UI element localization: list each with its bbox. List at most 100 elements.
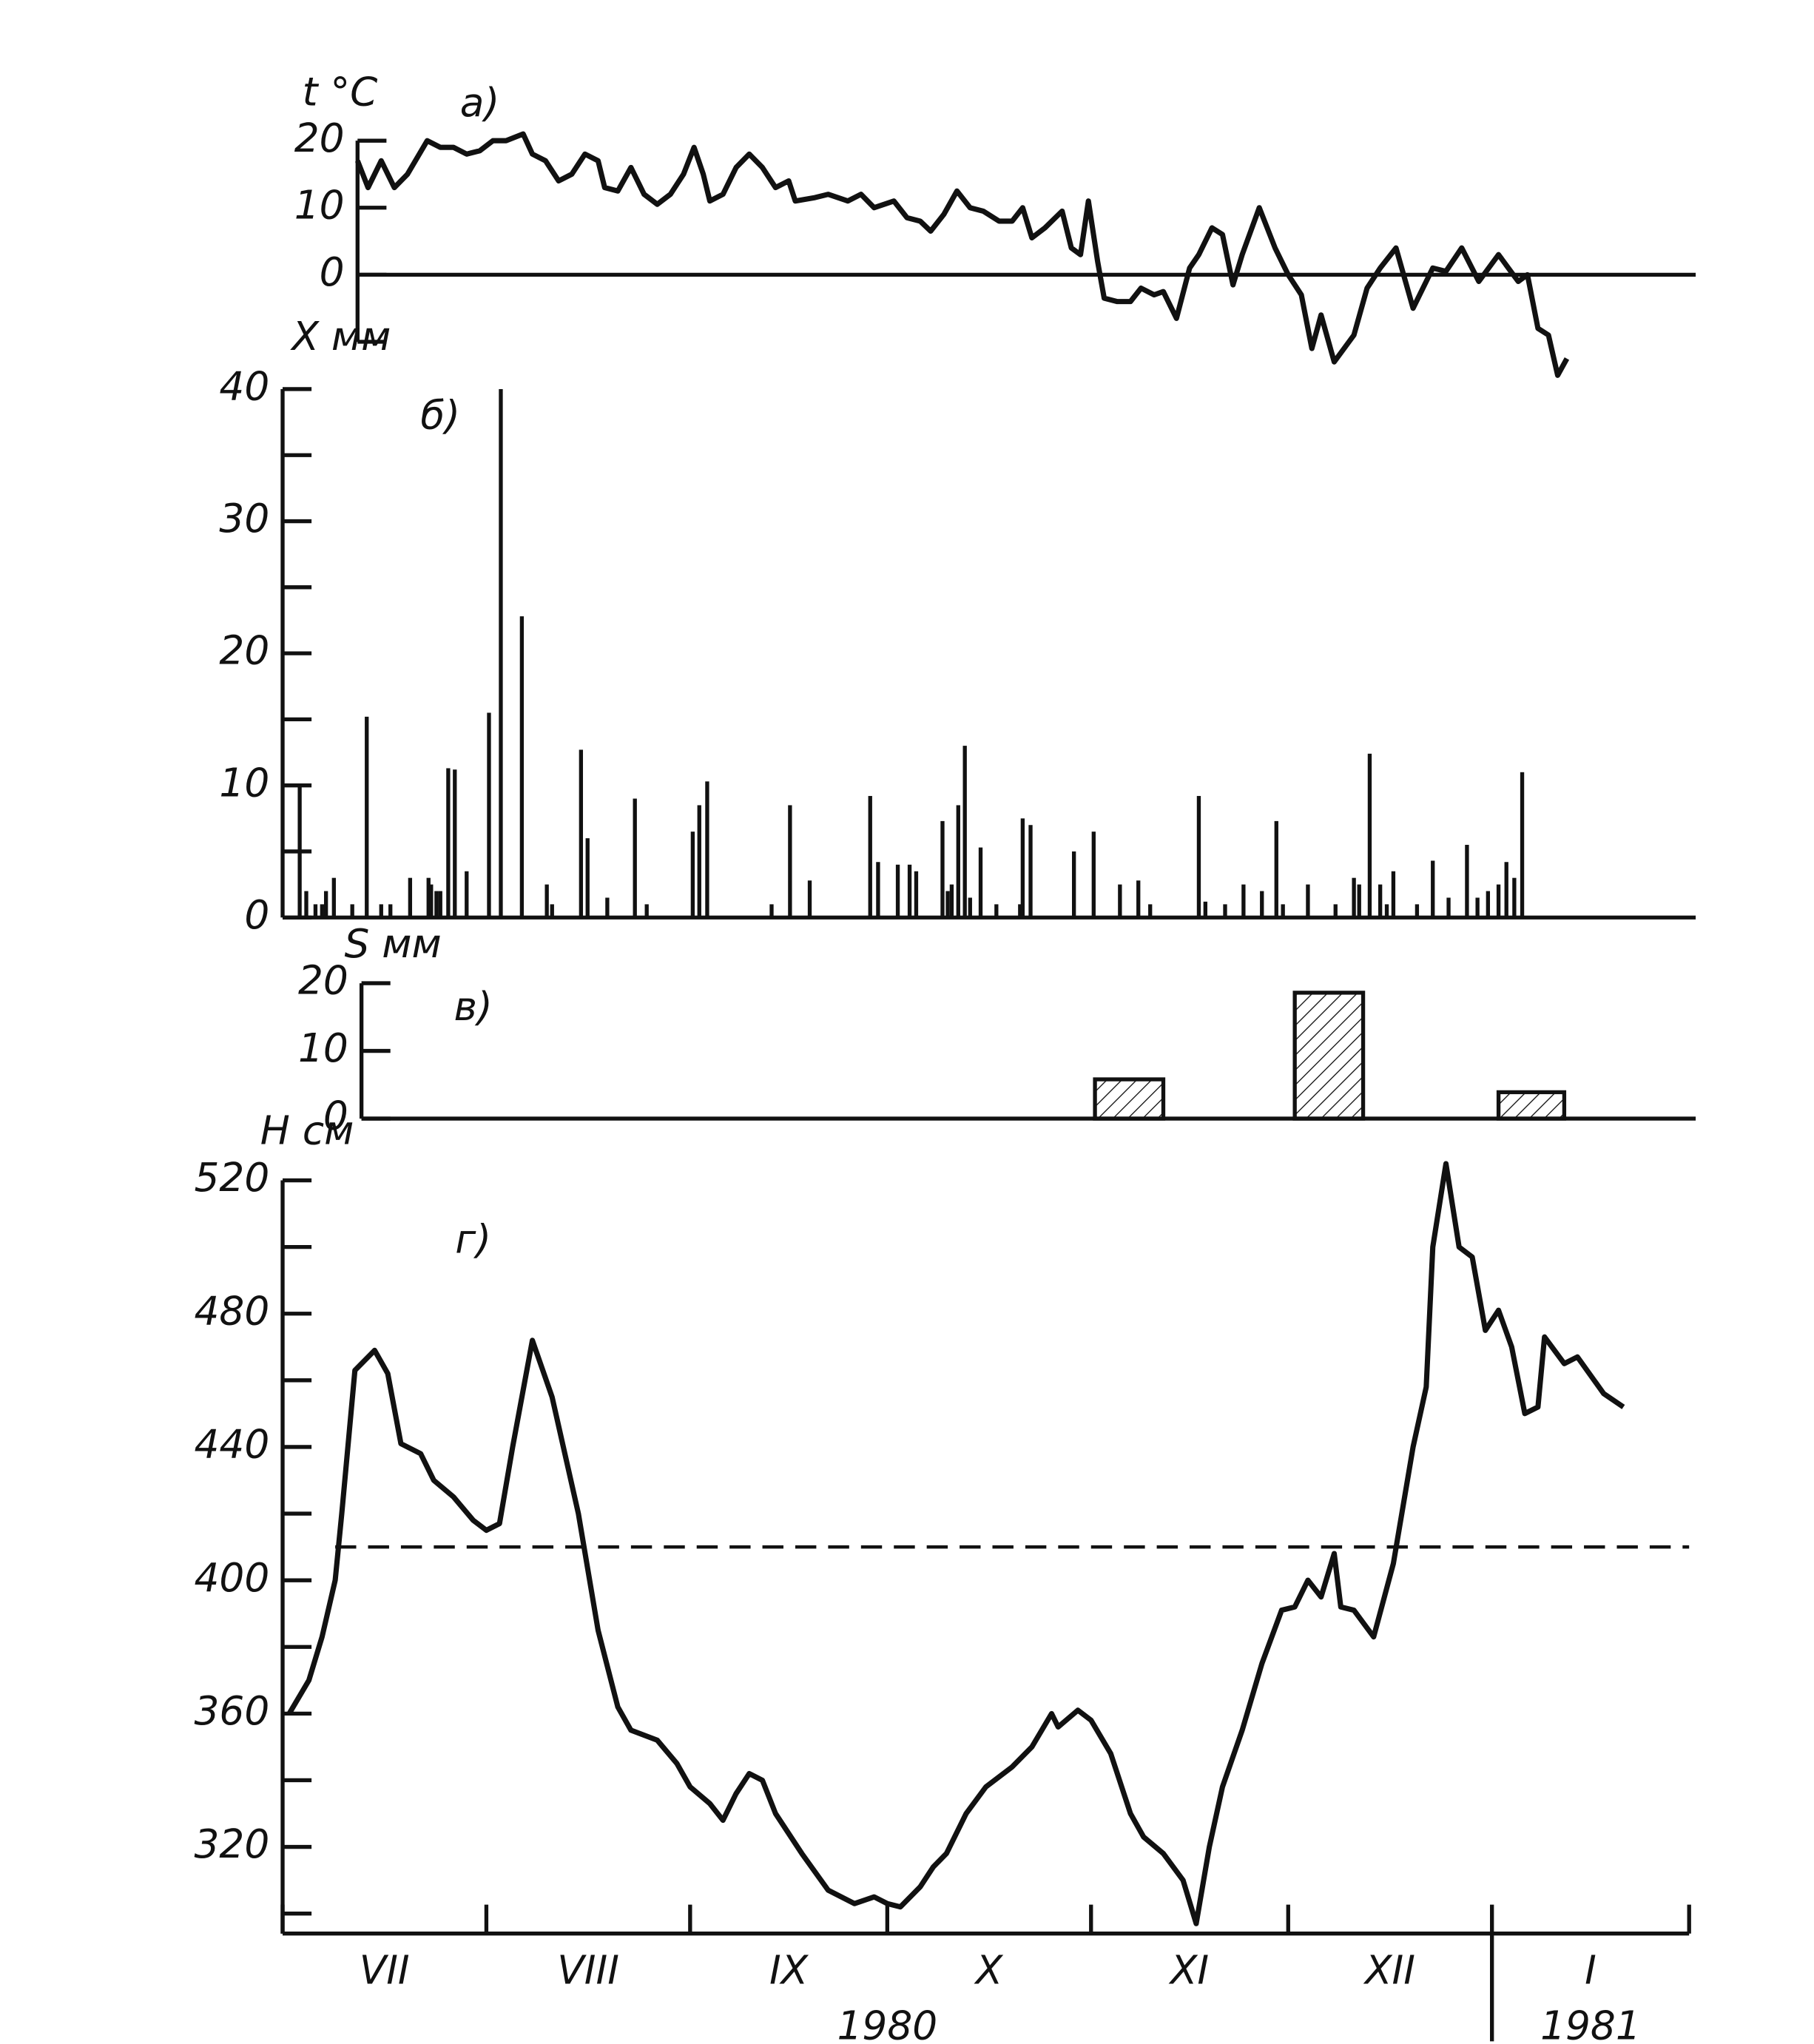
bar: [1367, 753, 1372, 918]
bar: [1486, 891, 1491, 918]
bar: [1306, 884, 1310, 918]
bar: [1333, 904, 1338, 918]
bar: [1475, 897, 1480, 918]
y-tick-label: 10: [298, 1025, 348, 1071]
y-tick-label: 10: [294, 182, 345, 228]
bar: [544, 884, 549, 918]
bar: [585, 838, 590, 918]
y-tick-label: 320: [195, 1821, 270, 1867]
bar: [1281, 904, 1285, 918]
bar: [895, 864, 900, 918]
bar: [438, 891, 442, 918]
bar: [978, 847, 983, 918]
bar: [1091, 832, 1096, 918]
bar: [446, 768, 451, 918]
bar: [1465, 845, 1469, 918]
y-tick-label: 440: [195, 1422, 270, 1468]
bar: [769, 904, 774, 918]
y-tick-label: 400: [195, 1555, 270, 1601]
bar: [1512, 877, 1517, 918]
bar: [1431, 860, 1435, 918]
y-tick-label: 30: [219, 496, 269, 542]
data-line: [354, 131, 1570, 378]
bar: [705, 781, 709, 918]
bar: [644, 904, 649, 918]
x-tick-label: I: [1585, 1948, 1596, 1994]
bar: [1093, 1077, 1166, 1121]
y-tick-label: 20: [219, 628, 269, 674]
bar: [1391, 871, 1396, 918]
bar: [550, 904, 554, 918]
y-tick-label: 0: [244, 892, 269, 938]
bar: [388, 904, 393, 918]
bar: [968, 897, 972, 918]
bar: [350, 904, 354, 918]
bar: [994, 904, 999, 918]
bar: [331, 877, 336, 918]
bar: [1446, 897, 1451, 918]
bar: [1136, 880, 1141, 918]
bar: [1384, 904, 1389, 918]
bar: [949, 884, 954, 918]
bar: [365, 716, 369, 918]
bar: [697, 805, 701, 918]
x-tick-label: X: [974, 1948, 1004, 1994]
bar: [633, 798, 637, 918]
bar: [1260, 891, 1264, 918]
bar: [453, 769, 457, 918]
bar: [426, 877, 431, 918]
bar: [962, 746, 967, 918]
bar: [1378, 884, 1383, 918]
bar: [1496, 1090, 1567, 1121]
bar: [579, 749, 584, 918]
y-tick-label: 40: [219, 364, 269, 410]
bar: [408, 877, 413, 918]
bar: [519, 616, 525, 918]
bar: [1018, 904, 1022, 918]
y-tick-label: 0: [320, 249, 345, 295]
y-axis-label: t °C: [303, 70, 378, 115]
bar: [1415, 904, 1420, 918]
year-label: 1981: [1540, 2003, 1641, 2044]
y-axis-label: X мм: [289, 314, 391, 360]
bar: [1071, 851, 1076, 918]
bar: [1020, 818, 1025, 918]
x-tick-label: VIII: [557, 1948, 619, 1994]
x-tick-label: VII: [360, 1948, 410, 1994]
bar: [945, 891, 950, 918]
bar: [605, 897, 610, 918]
y-tick-label: 10: [219, 760, 269, 806]
panel-label: б): [420, 393, 460, 439]
bar: [320, 904, 324, 918]
year-label: 1980: [837, 2003, 938, 2044]
data-line: [286, 1161, 1625, 1926]
bar: [1520, 772, 1525, 918]
y-tick-label: 360: [195, 1688, 270, 1734]
y-tick-label: 520: [195, 1155, 270, 1201]
bar: [914, 871, 919, 918]
y-axis-label: Н см: [260, 1107, 354, 1153]
panel-label: а): [460, 80, 499, 126]
bar: [487, 712, 491, 918]
bar: [868, 795, 872, 918]
bar: [1357, 884, 1361, 918]
bar: [313, 904, 318, 918]
bar: [807, 880, 812, 918]
bar: [434, 891, 439, 918]
bar: [379, 904, 383, 918]
bar: [1274, 820, 1278, 918]
bar: [323, 891, 328, 918]
y-tick-label: 0: [323, 1093, 348, 1139]
bar: [1241, 884, 1246, 918]
bar: [956, 805, 960, 918]
bar: [1203, 901, 1208, 918]
bar: [499, 388, 503, 918]
bar: [1223, 904, 1227, 918]
panel-label: г): [455, 1217, 491, 1263]
bar: [940, 820, 945, 918]
bar: [876, 862, 880, 918]
bar: [297, 785, 302, 918]
y-tick-label: 20: [298, 958, 348, 1004]
